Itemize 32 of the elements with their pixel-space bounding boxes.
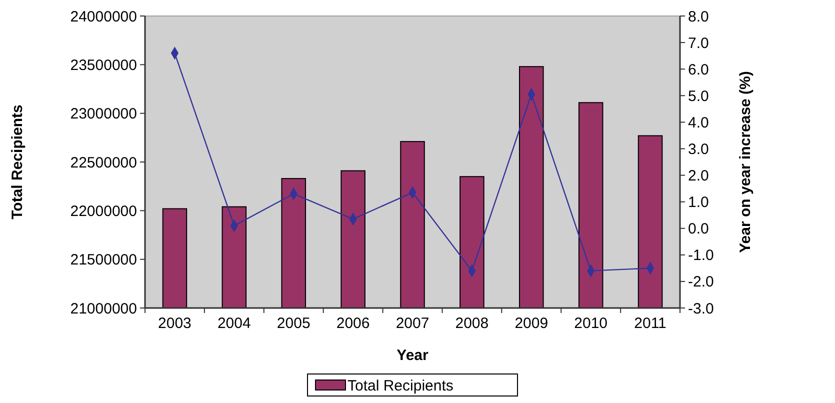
y-tick-label: 21500000 bbox=[70, 252, 137, 269]
y2-tick-label: 8.0 bbox=[688, 8, 709, 26]
y2-tick-label: -2.0 bbox=[688, 274, 714, 291]
x-tick-label: 2003 bbox=[158, 315, 192, 332]
x-tick-label: 2007 bbox=[396, 315, 430, 332]
y2-tick-label: -1.0 bbox=[688, 247, 714, 264]
y2-tick-label: 0.0 bbox=[688, 220, 709, 238]
y2-tick-label: 7.0 bbox=[688, 34, 709, 52]
x-tick-label: 2008 bbox=[455, 315, 489, 332]
x-tick-label: 2011 bbox=[634, 315, 666, 332]
x-tick-label: 2005 bbox=[276, 315, 310, 332]
x-tick-label: 2010 bbox=[574, 315, 608, 332]
y2-tick-label: 5.0 bbox=[688, 88, 709, 105]
y-tick-label: 21000000 bbox=[70, 300, 137, 318]
y-tick-label: 23000000 bbox=[70, 106, 137, 123]
y2-tick-label: 3.0 bbox=[688, 140, 709, 158]
y-tick-label: 24000000 bbox=[70, 8, 137, 26]
y2-tick-label: 1.0 bbox=[688, 194, 709, 212]
y2-tick-label: -3.0 bbox=[688, 300, 714, 318]
y2-tick-label: 6.0 bbox=[688, 61, 709, 78]
x-tick-label: 2006 bbox=[336, 315, 370, 332]
y-tick-label: 22500000 bbox=[70, 154, 137, 172]
y-axis-title: Total Recipients bbox=[9, 104, 26, 220]
y-tick-label: 22000000 bbox=[70, 202, 137, 220]
x-axis-title: Year bbox=[396, 347, 429, 364]
x-tick-label: 2009 bbox=[514, 315, 548, 332]
y-tick-label: 23500000 bbox=[70, 56, 137, 74]
y2-tick-label: 2.0 bbox=[688, 168, 709, 185]
x-tick-label: 2004 bbox=[217, 315, 251, 332]
y2-tick-label: 4.0 bbox=[688, 114, 709, 132]
legend-label: Total Recipients bbox=[348, 377, 454, 394]
y2-axis-title: Year on year increase (%) bbox=[737, 71, 754, 253]
